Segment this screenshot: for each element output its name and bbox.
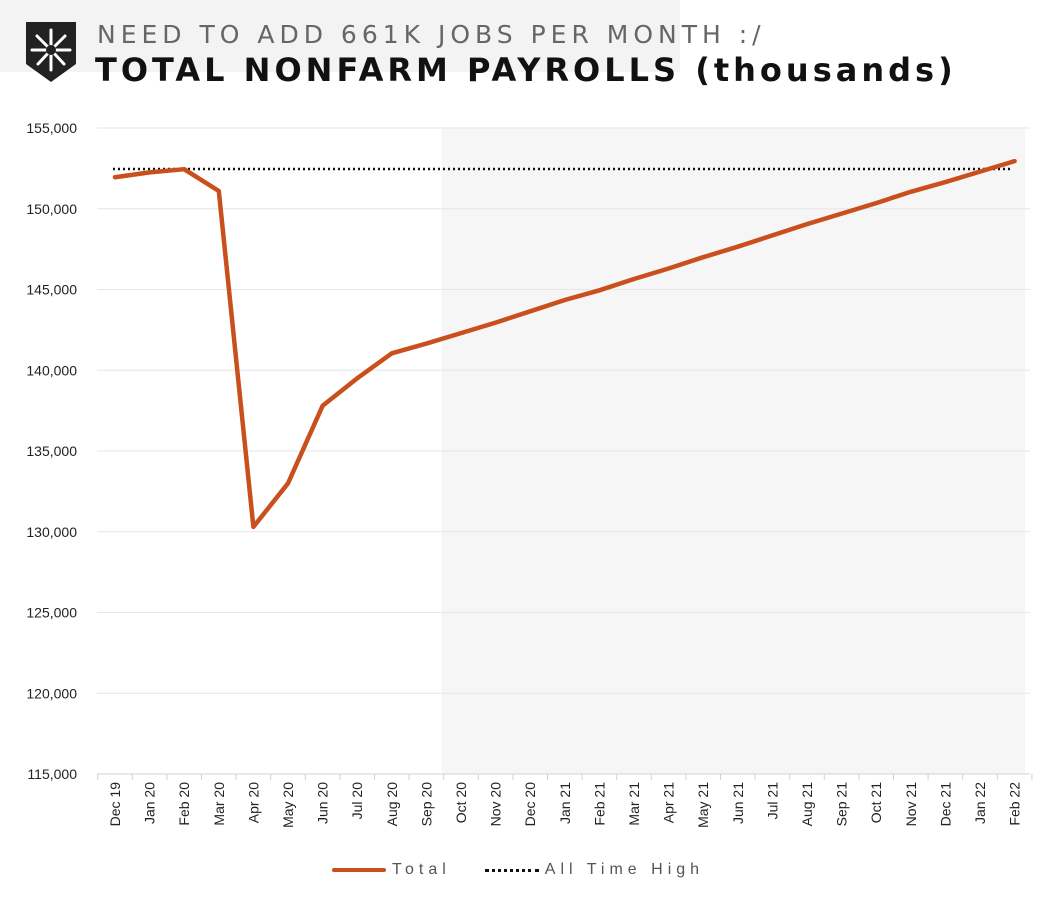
- x-tick-label: Dec 21: [937, 782, 953, 827]
- legend-swatch-ath: [484, 868, 539, 872]
- header-band: [0, 0, 680, 72]
- y-tick-label: 125,000: [26, 605, 77, 621]
- x-tick-label: Feb 22: [1007, 782, 1023, 826]
- x-tick-label: Feb 20: [176, 782, 192, 826]
- legend: Total All Time High: [332, 858, 738, 882]
- x-tick-label: Jun 20: [315, 782, 331, 824]
- x-tick-label: Jul 20: [349, 782, 365, 820]
- x-tick-label: Feb 21: [591, 782, 607, 826]
- x-tick-label: Apr 20: [245, 782, 261, 823]
- x-tick-label: Aug 21: [799, 782, 815, 827]
- x-tick-label: Nov 20: [488, 782, 504, 827]
- legend-swatch-total: [332, 868, 386, 872]
- x-tick-label: Mar 21: [626, 782, 642, 826]
- y-tick-label: 140,000: [26, 362, 77, 378]
- legend-item-ath: All Time High: [484, 861, 705, 879]
- y-tick-label: 135,000: [26, 443, 77, 459]
- x-tick-label: Dec 20: [522, 782, 538, 827]
- x-tick-label: Aug 20: [384, 782, 400, 827]
- chart-title: TOTAL NONFARM PAYROLLS (thousands): [95, 51, 957, 89]
- x-tick-label: Oct 20: [453, 782, 469, 823]
- legend-label-total: Total: [392, 861, 451, 878]
- x-tick-label: Mar 20: [211, 782, 227, 826]
- y-tick-label: 130,000: [26, 524, 77, 540]
- legend-item-total: Total: [332, 861, 451, 879]
- x-tick-label: Jun 21: [730, 782, 746, 824]
- total-series-line: [112, 158, 1017, 530]
- x-tick-label: May 20: [280, 782, 296, 828]
- x-tick-label: Jan 21: [557, 782, 573, 824]
- y-tick-label: 115,000: [27, 766, 77, 782]
- legend-label-ath: All Time High: [544, 861, 705, 878]
- x-tick-label: May 21: [695, 782, 711, 828]
- y-tick-label: 150,000: [26, 201, 77, 217]
- x-tick-label: Oct 21: [868, 782, 884, 823]
- x-tick-label: Sep 20: [418, 782, 434, 827]
- x-tick-label: Jan 22: [972, 782, 988, 824]
- x-tick-label: Sep 21: [834, 782, 850, 827]
- x-tick-label: Nov 21: [903, 782, 919, 827]
- x-tick-label: Apr 21: [661, 782, 677, 823]
- y-tick-label: 155,000: [26, 120, 77, 136]
- sunburst-shield-icon: [26, 22, 76, 82]
- y-tick-label: 145,000: [26, 282, 77, 298]
- y-tick-label: 120,000: [26, 685, 77, 701]
- x-tick-label: Jul 21: [764, 782, 780, 820]
- chart-subtitle: NEED TO ADD 661K JOBS PER MONTH :/: [97, 20, 766, 49]
- x-tick-label: Jan 20: [142, 782, 158, 824]
- x-tick-label: Dec 19: [107, 782, 123, 827]
